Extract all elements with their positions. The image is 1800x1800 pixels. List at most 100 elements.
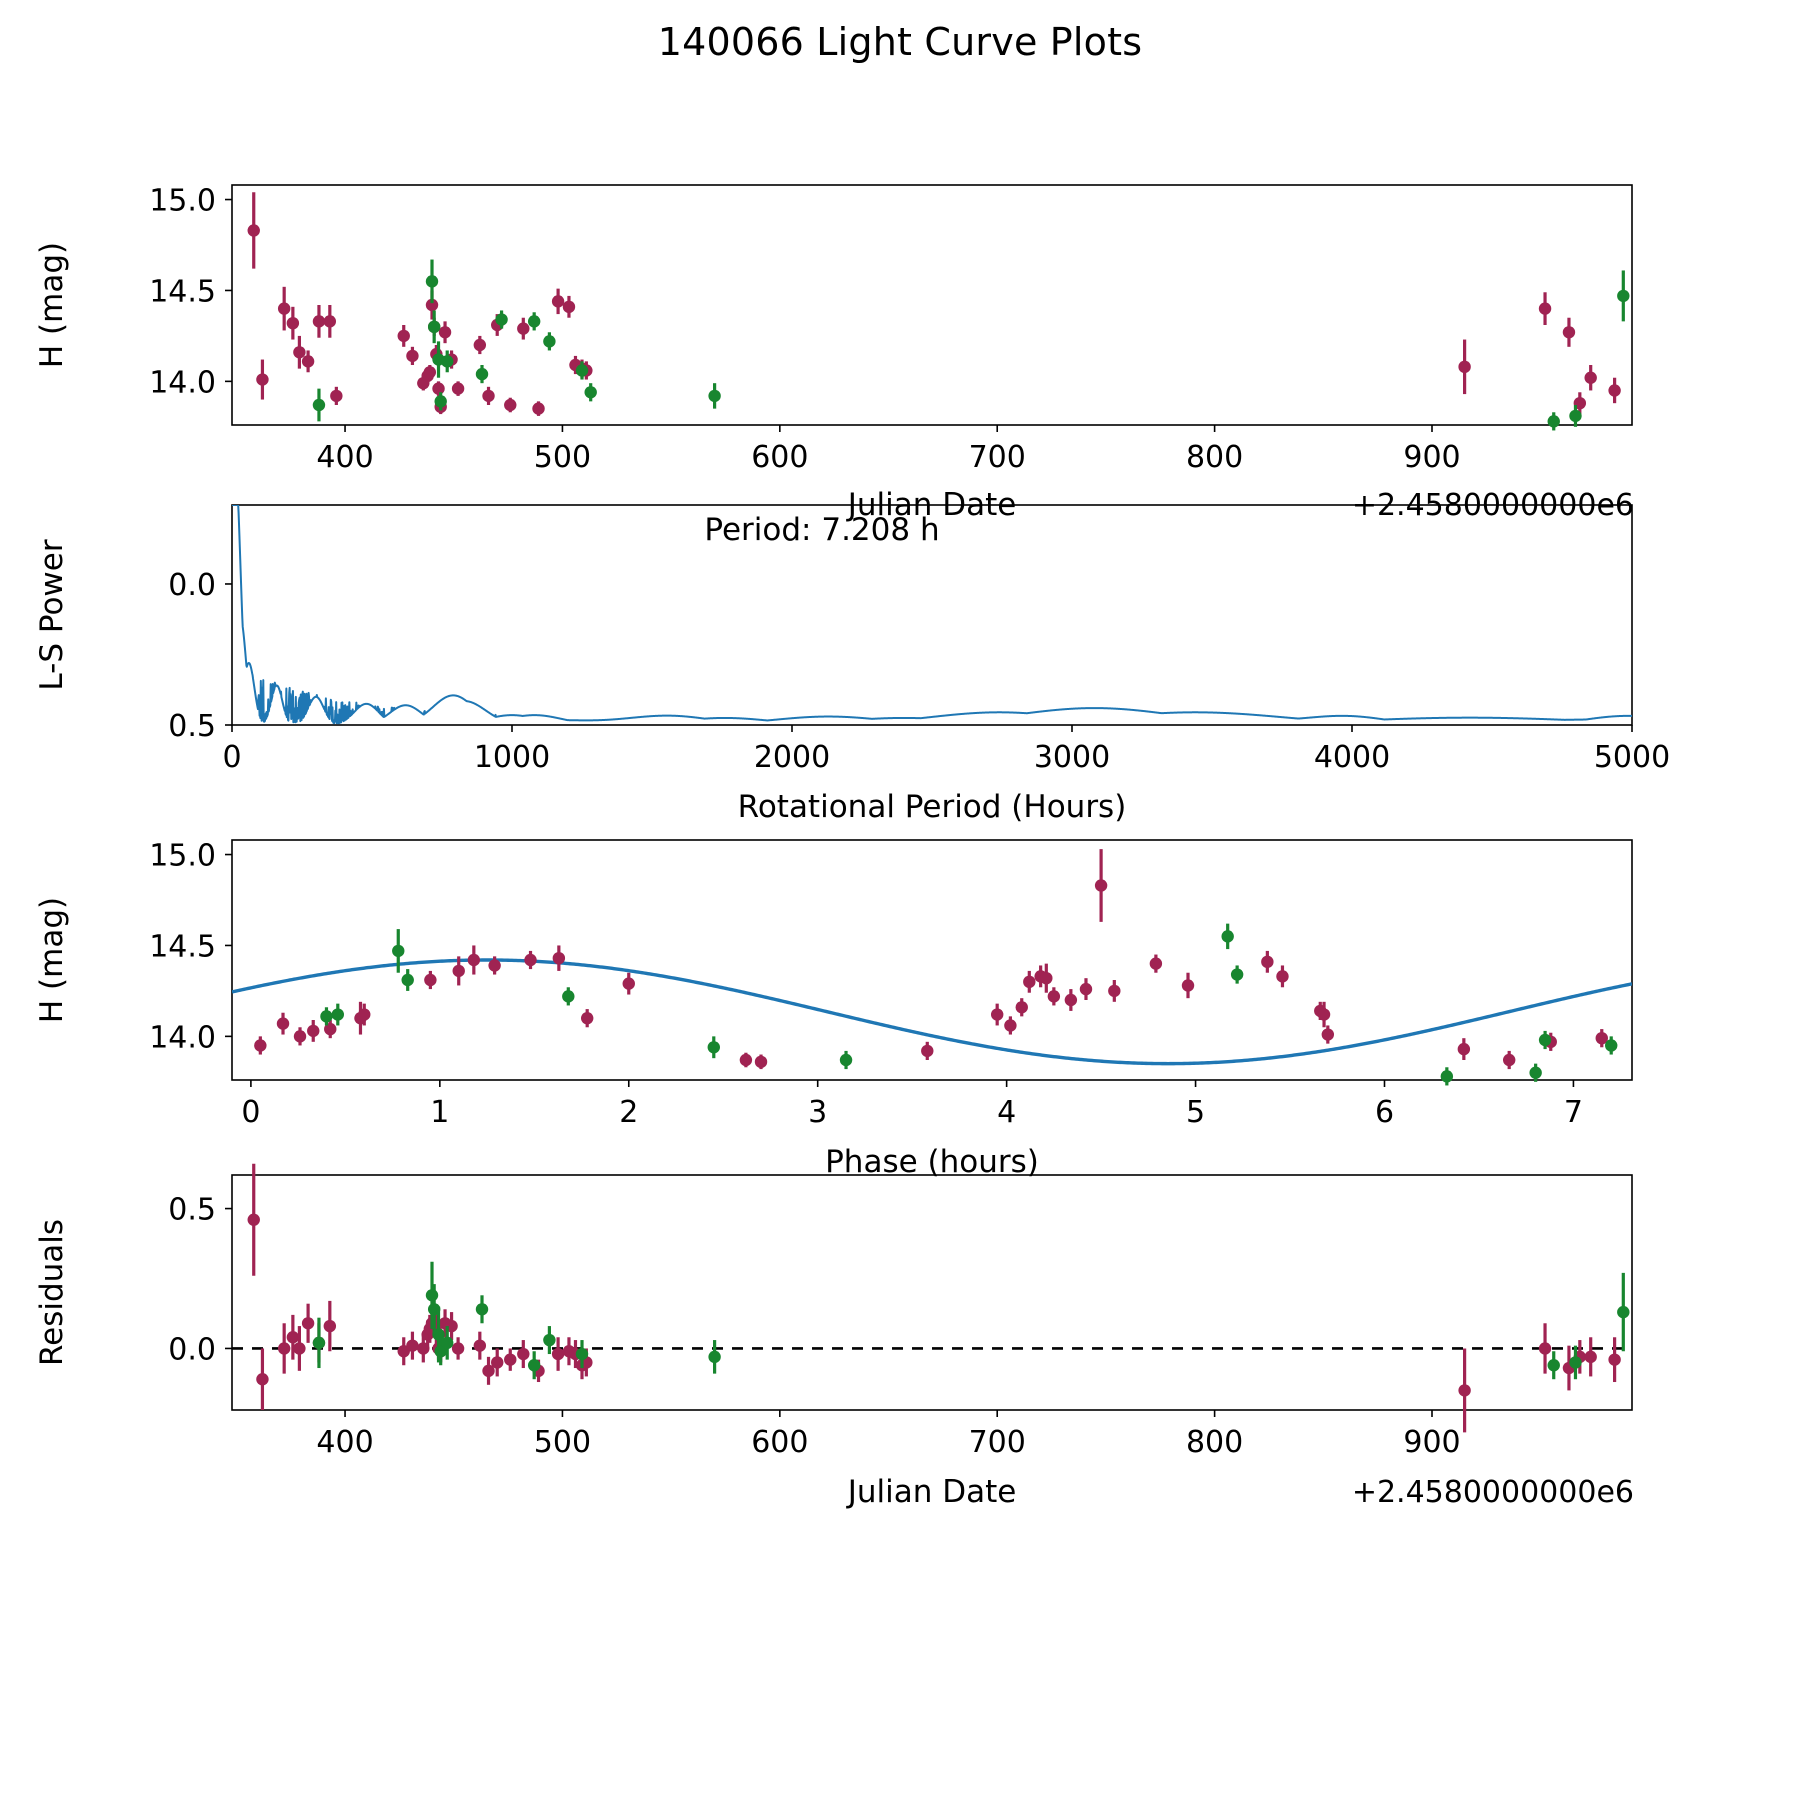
phase-data-point [467, 953, 481, 967]
phase-data-point [254, 1039, 267, 1052]
residuals-data-point [1608, 1353, 1621, 1366]
lightcurve-ytick-label: 14.0 [149, 365, 216, 400]
phase-data-point [1023, 975, 1036, 989]
phase-data-point [1440, 1070, 1454, 1083]
phase-data-point [401, 973, 414, 987]
residuals-data-point [277, 1342, 291, 1355]
phase-data-point [1538, 1033, 1552, 1047]
phase-data-point [1108, 984, 1121, 998]
lightcurve-data-point [423, 366, 437, 379]
residuals-xtick-label: 600 [751, 1425, 808, 1460]
phase-data-point [990, 1008, 1004, 1021]
lightcurve-data-point [397, 329, 410, 343]
residuals-data-point [1569, 1356, 1582, 1369]
lightcurve-xtick-label: 700 [969, 440, 1026, 475]
phase-data-point [524, 953, 537, 967]
residuals-xtick-label: 700 [969, 1425, 1026, 1460]
phase-ytick-label: 15.0 [149, 839, 216, 874]
lightcurve-series-band-green [312, 259, 1630, 431]
lightcurve-data-point [425, 298, 439, 312]
residuals-data-point [482, 1364, 495, 1378]
periodogram-axes: 0 1000 2000 3000 4000 5000 0.5 0.0 [168, 504, 1670, 775]
phase-data-point [1149, 957, 1163, 970]
lightcurve-data-point [286, 316, 300, 330]
lightcurve-data-point [323, 315, 337, 328]
residuals-data-point [256, 1373, 269, 1386]
lightcurve-data-point [584, 386, 597, 399]
lightcurve-data-point [562, 300, 576, 314]
phase-data-point [1004, 1019, 1017, 1032]
lightcurve-data-point [330, 389, 343, 403]
phase-ytick-label: 14.0 [149, 1020, 216, 1055]
lightcurve-data-point [551, 295, 565, 308]
lightcurve-ylabel: H (mag) [34, 242, 70, 368]
residuals-data-point [1458, 1384, 1471, 1397]
residuals-data-point [286, 1331, 300, 1344]
phase-data-point [1529, 1066, 1542, 1079]
lightcurve-data-point [434, 395, 447, 408]
phase-data-point [580, 1011, 594, 1025]
lightcurve-data-point [247, 224, 260, 237]
lightcurve-data-point [438, 326, 452, 339]
lightcurve-data-point [1458, 360, 1471, 374]
lightcurve-data-point [1562, 326, 1576, 339]
lightcurve-data-point [432, 382, 445, 395]
residuals-data-point [247, 1213, 260, 1226]
phase-data-point [424, 973, 437, 987]
lightcurve-xtick-label: 900 [1403, 440, 1460, 475]
phase-xtick-label: 7 [1564, 1095, 1583, 1130]
residuals-series-band-purple [247, 1163, 1621, 1433]
phase-xtick-label: 6 [1375, 1095, 1394, 1130]
panel-phase-folded: 0 1 2 3 4 5 6 7 15.0 14.5 14.0 Phase (hours) H (mag) [0, 810, 1800, 1180]
lightcurve-data-point [312, 398, 326, 412]
lightcurve-series-band-purple [247, 192, 1621, 416]
lightcurve-data-point [427, 320, 441, 334]
lightcurve-xtick-label: 500 [534, 440, 591, 475]
residuals-data-point [1584, 1350, 1597, 1364]
phase-data-point [1457, 1042, 1471, 1056]
residuals-axes: 400 500 600 700 800 900 0.5 0.0 [168, 1174, 1633, 1460]
phase-plot-frame [231, 839, 1633, 1081]
residuals-ytick-label: 0.0 [168, 1332, 216, 1367]
residuals-xtick-label: 400 [316, 1425, 373, 1460]
lightcurve-data-point [475, 367, 489, 381]
lightcurve-data-point [1569, 409, 1582, 423]
residuals-data-point [491, 1356, 504, 1369]
phase-data-point [707, 1041, 720, 1054]
phase-data-point [293, 1030, 307, 1043]
lightcurve-xtick-label: 800 [1186, 440, 1243, 475]
residuals-data-point [434, 1345, 447, 1358]
phase-data-point [331, 1008, 345, 1021]
phase-data-point [1317, 1008, 1331, 1021]
residuals-data-point [517, 1347, 530, 1361]
residuals-xtick-label: 900 [1403, 1425, 1460, 1460]
phase-axes: 0 1 2 3 4 5 6 7 15.0 14.5 14.0 [149, 839, 1633, 1130]
phase-data-point [1261, 955, 1274, 969]
residuals-data-point [451, 1342, 465, 1355]
residuals-xtick-label: 800 [1186, 1425, 1243, 1460]
residuals-ytick-label: 0.5 [168, 1193, 216, 1228]
residuals-data-point [504, 1353, 517, 1366]
phase-xtick-label: 3 [808, 1095, 827, 1130]
lightcurve-data-point [473, 338, 487, 352]
residuals-data-point [312, 1336, 326, 1350]
lightcurve-data-point [543, 335, 556, 348]
phase-data-point [1181, 979, 1195, 992]
phase-data-point [622, 977, 635, 990]
phase-series-band-purple [254, 849, 1608, 1070]
phase-data-point [1276, 970, 1289, 983]
lightcurve-data-point [1584, 371, 1597, 384]
lightcurve-data-point [1547, 415, 1560, 428]
residuals-data-point [293, 1342, 306, 1355]
residuals-data-point [527, 1359, 541, 1372]
phase-data-point [1321, 1028, 1335, 1041]
phase-data-point [488, 959, 501, 972]
panel-residuals: 400 500 600 700 800 900 0.5 0.0 Julian Date +2.45… [0, 1150, 1800, 1570]
periodogram-xtick-label: 2000 [754, 740, 830, 775]
periodogram-period-annotation: Period: 7.208 h [704, 512, 939, 548]
periodogram-ytick-label: 0.5 [168, 709, 216, 744]
periodogram-xtick-label: 0 [222, 740, 241, 775]
phase-data-point [358, 1008, 371, 1021]
periodogram-xtick-label: 4000 [1314, 740, 1390, 775]
